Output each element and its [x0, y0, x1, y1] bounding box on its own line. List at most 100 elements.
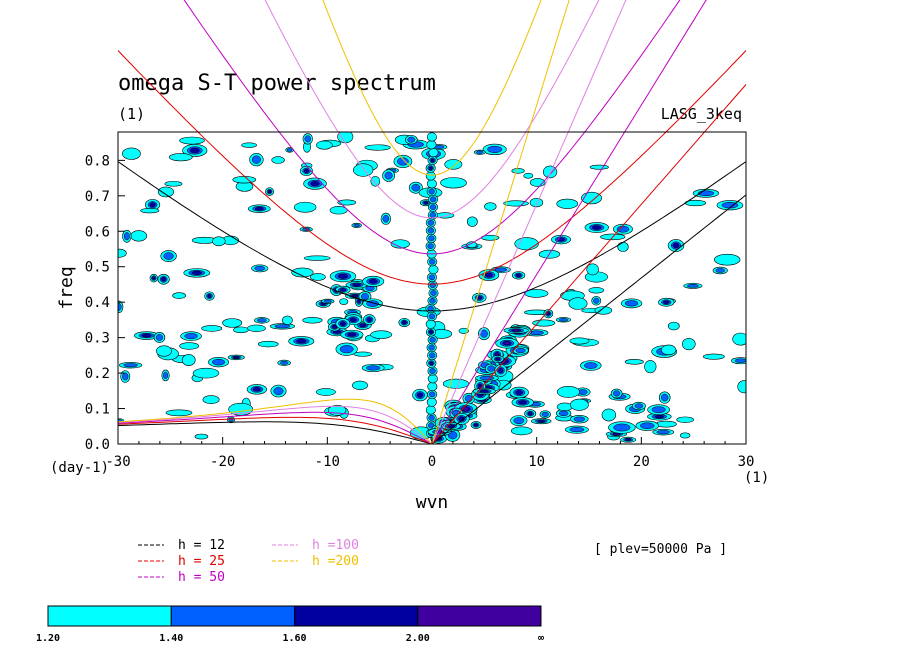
contour-blob: [586, 263, 599, 276]
contour-blob-l3: [357, 298, 361, 304]
contour-blob: [532, 319, 556, 327]
contour-blob: [194, 433, 209, 440]
contour-blob-l3: [149, 202, 156, 208]
contour-blob: [232, 176, 257, 184]
contour-blob: [353, 351, 372, 357]
contour-blob: [556, 386, 580, 398]
contour-blob-l3: [267, 189, 272, 194]
contour-blob: [732, 332, 746, 346]
colorbar-label: ∞: [538, 633, 544, 644]
contour-blob-l2: [515, 347, 526, 354]
contour-blob-l2: [256, 318, 267, 323]
contour-blob-l2: [479, 375, 495, 381]
contour-blob-l2: [428, 391, 436, 398]
contour-blob-l2: [428, 274, 436, 281]
y-units-label: (day-1): [50, 460, 109, 476]
contour-blob-l3: [331, 324, 338, 329]
contour-blob-l2: [429, 368, 436, 374]
contour-blob-l2: [407, 136, 416, 143]
contour-blob-l2: [429, 258, 436, 265]
inertia-gravity-curve: [322, 0, 542, 176]
y-tick-label: 0.1: [85, 402, 110, 418]
x-axis: -30 -20 -10 0 10 20 30: [105, 437, 754, 470]
contour-blob-l3: [359, 323, 367, 328]
contour-blob: [466, 241, 478, 249]
contour-blob-l3: [254, 206, 264, 211]
contour-blob: [737, 380, 746, 394]
dispersion-curves: [117, 0, 747, 444]
contour-blob: [523, 172, 534, 179]
contour-blob-l2: [211, 358, 226, 366]
rossby-curve: [117, 411, 433, 444]
y-tick-label: 0.6: [85, 224, 110, 240]
contour-blob-l3: [423, 201, 429, 205]
contour-blob-l2: [323, 299, 332, 303]
contour-blob-l2: [639, 422, 655, 429]
contour-blob-l4: [463, 407, 469, 411]
contour-blob: [569, 398, 589, 411]
contour-blob: [594, 306, 613, 315]
contour-blob-l2: [476, 150, 484, 154]
contour-blob: [352, 163, 374, 177]
rossby-curve: [117, 421, 433, 444]
contour-blob-l2: [163, 252, 174, 260]
inertia-gravity-curve: [117, 50, 747, 285]
contour-blob-l3: [484, 272, 493, 278]
contour-blob: [233, 326, 249, 334]
contour-blob: [514, 237, 539, 251]
contour-blob-l2: [427, 243, 434, 250]
contour-blob-l3: [339, 288, 346, 292]
contour-blob-l4: [504, 342, 510, 345]
contour-blob: [140, 208, 160, 214]
contour-blob-l2: [715, 268, 725, 273]
contour-blob: [581, 191, 602, 205]
contour-blob-l2: [382, 215, 390, 223]
colorbar-segment: [170, 605, 295, 627]
contour-blob-l2: [429, 204, 437, 211]
contour-blob-l2: [273, 387, 284, 395]
contour-blob-l2: [155, 334, 164, 341]
contour-blob: [122, 147, 141, 160]
contour-blob-l3: [232, 356, 240, 359]
power-contours: [118, 132, 746, 444]
contour-blob-l3: [152, 276, 156, 280]
inertia-gravity-curve: [117, 161, 747, 312]
x-tick-label: -30: [105, 454, 130, 470]
contour-blob-l2: [184, 333, 198, 340]
contour-blob-l3: [537, 419, 546, 423]
contour-blob-l2: [686, 283, 699, 288]
contour-blob-l2: [612, 390, 621, 397]
contour-blob: [556, 198, 579, 209]
contour-blob-l2: [487, 365, 496, 372]
contour-blob: [484, 202, 497, 211]
x-tick-label: 0: [428, 454, 436, 470]
contour-blob: [425, 319, 436, 329]
contour-blob: [202, 395, 220, 404]
contour-blob-l3: [515, 273, 522, 278]
contour-blob-l2: [353, 223, 360, 227]
x-tick-label: 20: [633, 454, 650, 470]
contour-blob: [676, 416, 694, 423]
contour-blob: [165, 409, 193, 417]
kelvin-curve: [431, 0, 627, 444]
contour-blob: [370, 330, 393, 339]
colorbar-label: 1.60: [282, 633, 306, 644]
contour-blob-l3: [349, 317, 357, 322]
kelvin-curve: [431, 0, 707, 444]
contour-blob-l3: [189, 147, 200, 154]
y-tick-label: 0.7: [85, 189, 110, 205]
colorbar-segment: [47, 605, 172, 627]
chart-subtitle-right: LASG_3keq: [661, 105, 742, 123]
contour-blob: [130, 230, 148, 242]
contour-blob: [714, 253, 741, 266]
contour-blob: [337, 199, 357, 206]
contour-blob: [529, 197, 544, 208]
contour-blob-l2: [494, 267, 508, 272]
contour-blob: [291, 267, 314, 278]
contour-blob-l2: [429, 336, 436, 343]
contour-blob: [426, 397, 437, 407]
kelvin-curve: [431, 194, 747, 444]
contour-blob: [364, 144, 391, 151]
contour-blob: [315, 388, 336, 396]
contour-blob: [425, 171, 436, 181]
